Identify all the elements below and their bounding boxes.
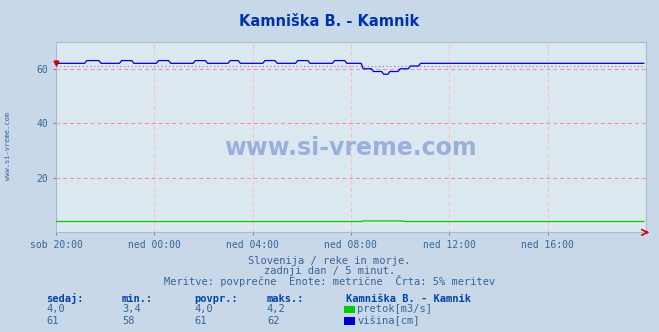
Text: www.si-vreme.com: www.si-vreme.com <box>5 112 11 180</box>
Text: Kamniška B. - Kamnik: Kamniška B. - Kamnik <box>346 294 471 304</box>
Text: 62: 62 <box>267 316 279 326</box>
Text: 3,4: 3,4 <box>122 304 140 314</box>
Text: pretok[m3/s]: pretok[m3/s] <box>357 304 432 314</box>
Text: višina[cm]: višina[cm] <box>357 316 420 326</box>
Text: Kamniška B. - Kamnik: Kamniška B. - Kamnik <box>239 14 420 29</box>
Text: Slovenija / reke in morje.: Slovenija / reke in morje. <box>248 256 411 266</box>
Text: zadnji dan / 5 minut.: zadnji dan / 5 minut. <box>264 266 395 276</box>
Text: 61: 61 <box>194 316 207 326</box>
Text: 4,0: 4,0 <box>46 304 65 314</box>
Text: Meritve: povprečne  Enote: metrične  Črta: 5% meritev: Meritve: povprečne Enote: metrične Črta:… <box>164 275 495 287</box>
Text: 4,0: 4,0 <box>194 304 213 314</box>
Text: 61: 61 <box>46 316 59 326</box>
Text: 4,2: 4,2 <box>267 304 285 314</box>
Text: min.:: min.: <box>122 294 153 304</box>
Text: www.si-vreme.com: www.si-vreme.com <box>225 136 477 160</box>
Text: sedaj:: sedaj: <box>46 293 84 304</box>
Text: povpr.:: povpr.: <box>194 294 238 304</box>
Text: maks.:: maks.: <box>267 294 304 304</box>
Text: 58: 58 <box>122 316 134 326</box>
